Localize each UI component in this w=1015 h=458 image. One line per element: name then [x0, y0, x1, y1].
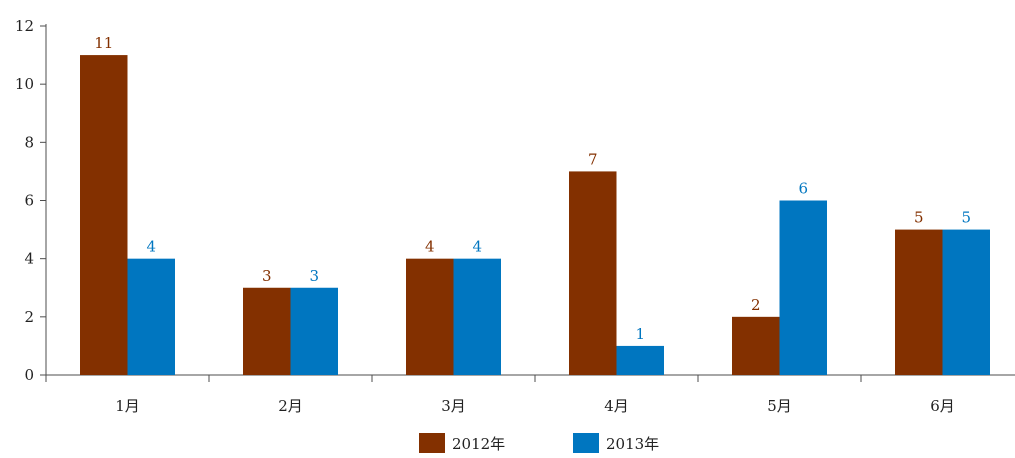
bar — [779, 200, 827, 375]
bar — [290, 287, 338, 375]
bar-data-label: 4 — [472, 238, 482, 256]
legend-swatch — [573, 433, 599, 453]
y-tick-label: 0 — [24, 366, 34, 384]
bar-data-label: 4 — [146, 238, 156, 256]
y-tick-label: 8 — [24, 133, 34, 151]
bar-data-label: 5 — [914, 209, 924, 227]
chart-legend: 2012年 2013年 — [419, 433, 659, 453]
bar-data-label: 3 — [262, 267, 272, 285]
x-tick-label: 4月 — [604, 397, 629, 415]
x-tick-label: 1月 — [115, 397, 140, 415]
bar-data-label: 5 — [961, 209, 971, 227]
x-tick-label: 3月 — [441, 397, 466, 415]
bar — [616, 345, 664, 375]
bar-data-label: 3 — [309, 267, 319, 285]
bar-data-label: 11 — [94, 34, 113, 52]
y-tick-label: 12 — [15, 17, 34, 35]
bar — [942, 229, 990, 375]
y-tick-label: 4 — [24, 250, 34, 268]
y-tick-label: 6 — [24, 192, 34, 210]
legend-swatch — [419, 433, 445, 453]
bar-data-label: 7 — [588, 150, 598, 168]
bar — [895, 229, 943, 375]
x-tick-label: 2月 — [278, 397, 303, 415]
bar-data-label: 1 — [635, 325, 645, 343]
chart-data-labels: 11 4 3 3 4 4 7 1 2 6 5 5 — [94, 34, 971, 343]
bar — [406, 258, 454, 375]
chart-bars — [80, 55, 990, 375]
bar-data-label: 2 — [751, 296, 761, 314]
bar — [569, 171, 617, 375]
x-tick-label: 6月 — [930, 397, 955, 415]
bar-data-label: 6 — [798, 180, 808, 198]
bar — [243, 287, 291, 375]
legend-label: 2013年 — [606, 435, 659, 453]
bar-data-label: 4 — [425, 238, 435, 256]
bar — [127, 258, 175, 375]
bar — [80, 55, 128, 375]
legend-label: 2012年 — [452, 435, 505, 453]
y-tick-label: 10 — [15, 75, 34, 93]
x-tick-label: 5月 — [767, 397, 792, 415]
y-tick-label: 2 — [24, 308, 34, 326]
bar — [453, 258, 501, 375]
bar — [732, 316, 780, 375]
